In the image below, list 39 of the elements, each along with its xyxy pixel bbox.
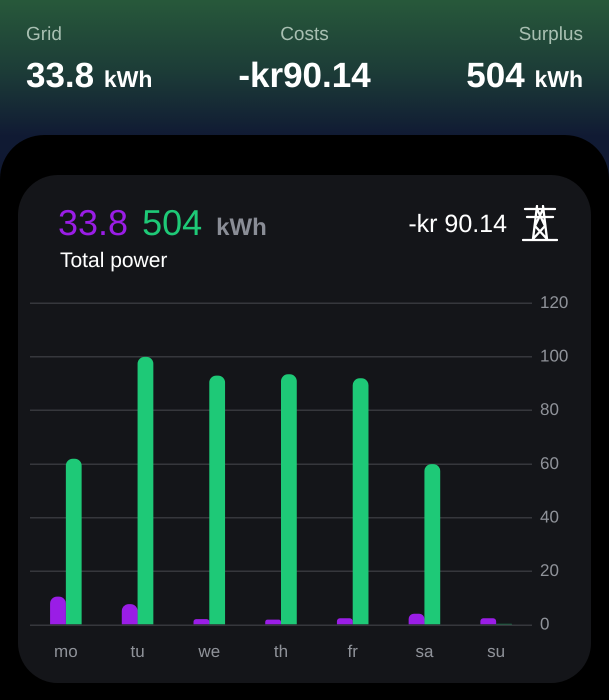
text: -kr90.14	[238, 55, 371, 97]
text: 33.8	[58, 201, 128, 245]
text: Grid	[26, 23, 62, 47]
bar	[122, 604, 138, 624]
text: 33.8	[26, 56, 94, 95]
text: Surplus	[518, 23, 583, 47]
bar	[424, 464, 440, 624]
bar	[209, 376, 226, 624]
y-tick-label: 120	[540, 292, 568, 312]
bar	[138, 356, 154, 624]
bar	[480, 618, 496, 624]
y-tick-label: 60	[540, 454, 559, 473]
text: kWh	[534, 66, 583, 92]
text: -kr 90.14	[408, 210, 507, 238]
bar	[194, 619, 210, 624]
text: kWh	[216, 214, 267, 242]
x-tick-label: tu	[130, 642, 145, 661]
y-tick-label: 0	[540, 614, 550, 634]
y-tick-label: 100	[540, 346, 568, 366]
bar	[66, 458, 82, 624]
text: Costs	[280, 23, 329, 47]
text: 504	[466, 56, 525, 95]
x-tick-label: fr	[348, 642, 358, 661]
y-tick-label: 40	[540, 507, 559, 526]
x-tick-label: th	[274, 642, 288, 661]
chart-title: Total power	[60, 249, 168, 273]
bar	[281, 374, 297, 624]
y-tick-label: 20	[540, 561, 559, 580]
text: 504	[142, 201, 202, 245]
bar	[50, 596, 66, 624]
bar	[265, 620, 281, 624]
x-tick-label: sa	[415, 642, 434, 661]
x-tick-label: we	[197, 642, 220, 661]
x-tick-label: su	[487, 642, 506, 661]
bar	[336, 618, 353, 624]
y-tick-label: 80	[540, 400, 559, 420]
text: kWh	[104, 66, 152, 92]
x-tick-label: mo	[54, 642, 78, 661]
bar	[352, 378, 368, 624]
